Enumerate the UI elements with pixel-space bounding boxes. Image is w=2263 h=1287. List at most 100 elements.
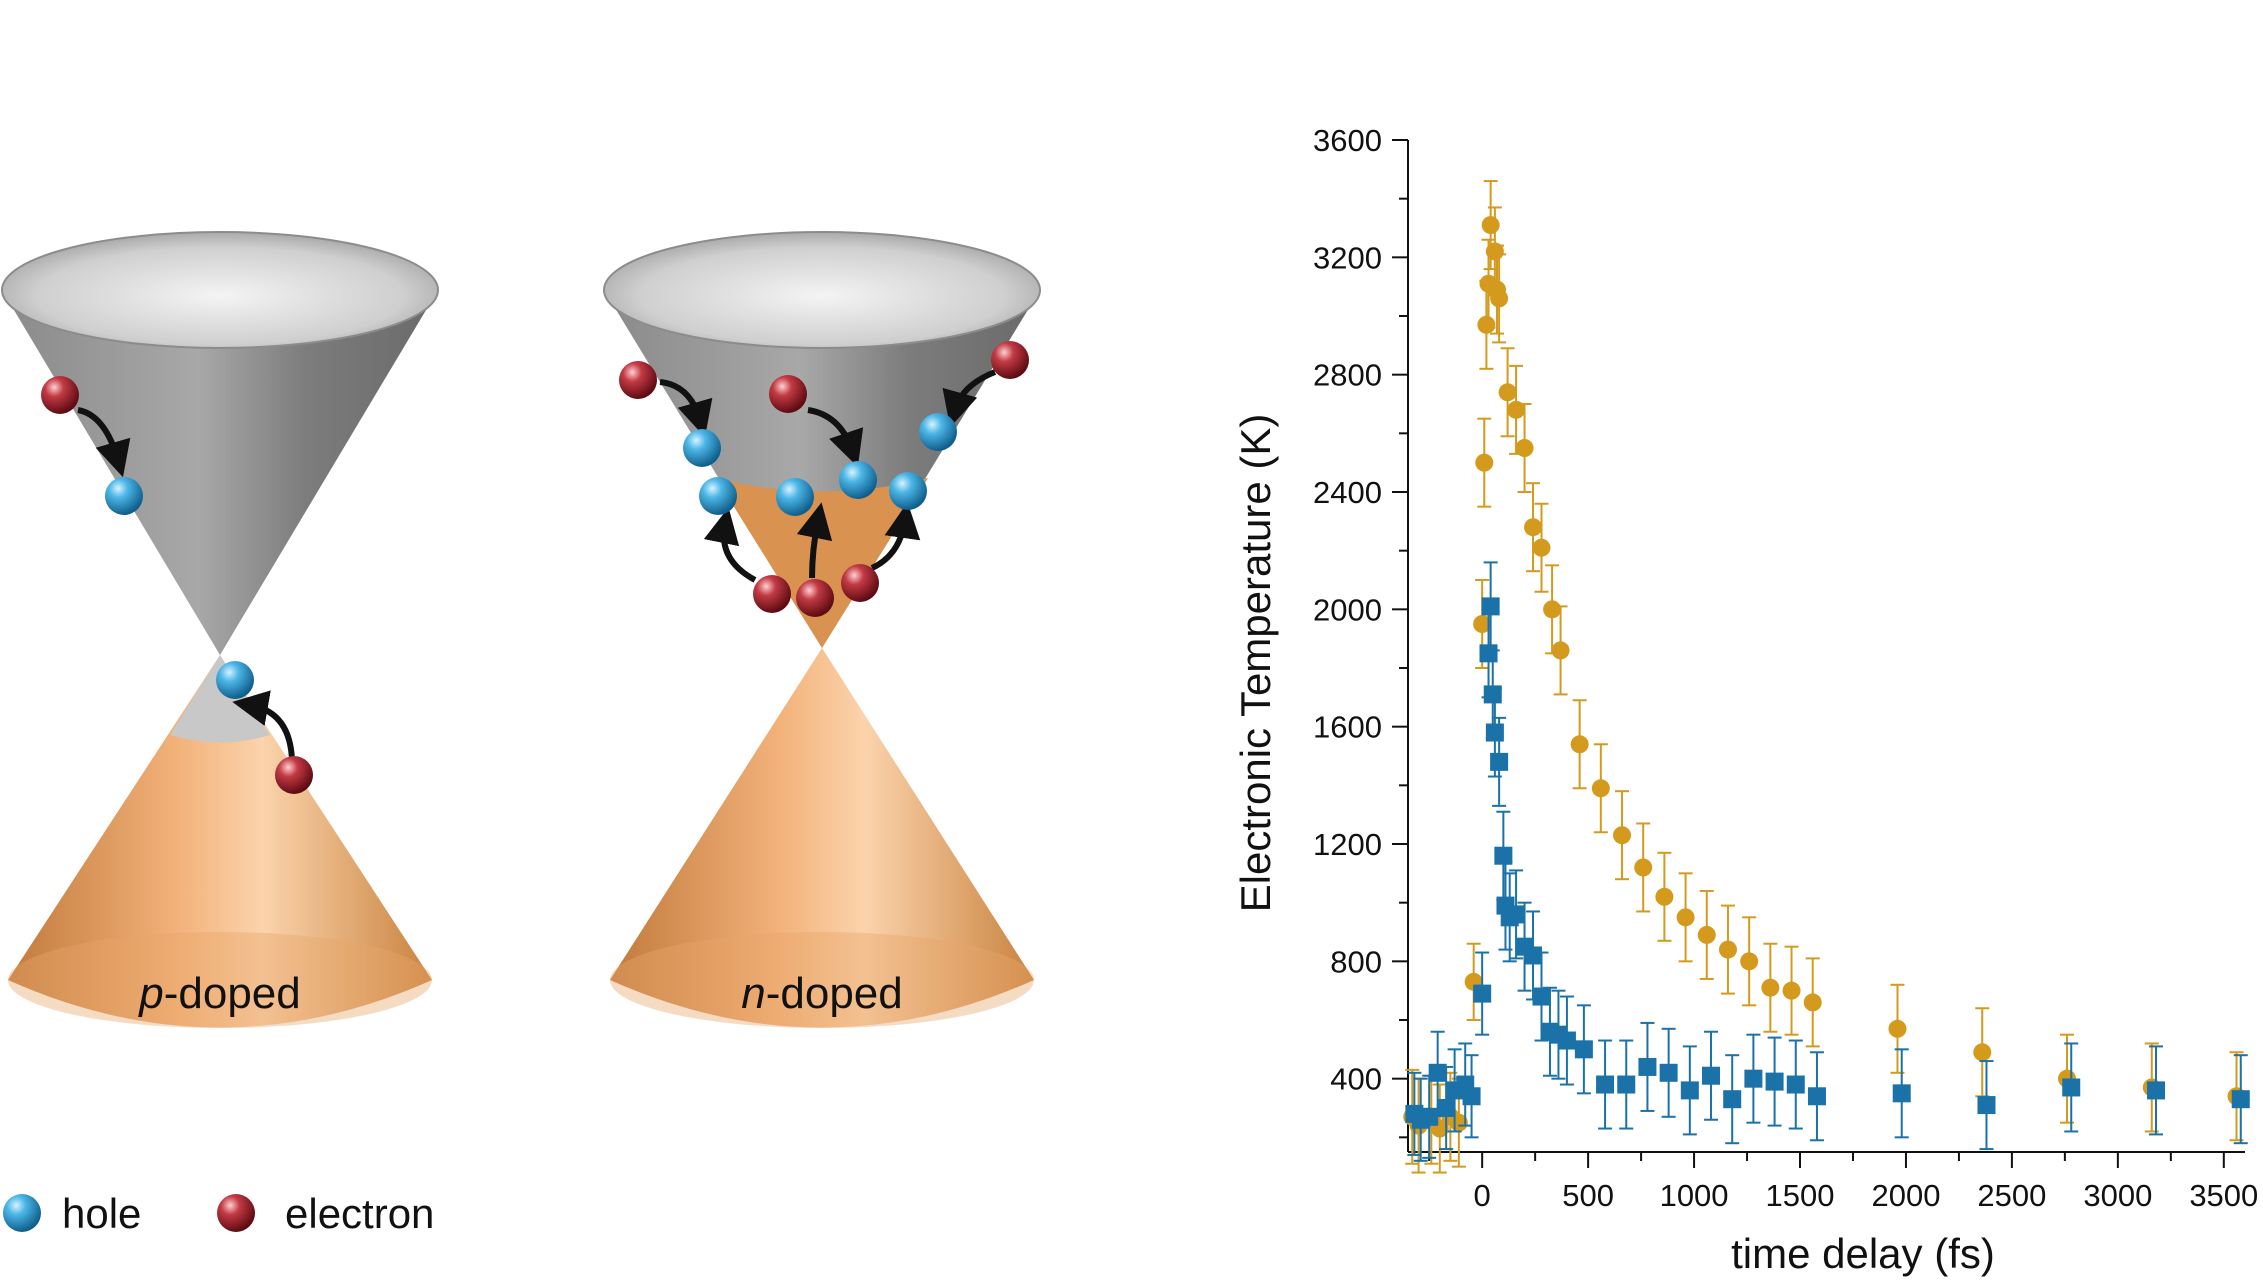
data-point <box>1659 1063 1678 1082</box>
hole-particle <box>216 661 254 699</box>
data-point <box>1697 925 1716 944</box>
data-point <box>1765 1072 1784 1091</box>
data-point <box>1744 1069 1763 1088</box>
data-point <box>1888 1019 1907 1038</box>
data-point <box>1479 644 1498 663</box>
y-tick-label: 3200 <box>1313 240 1382 275</box>
data-point <box>1532 987 1551 1006</box>
conduction-cone <box>604 290 1040 648</box>
hole-particle <box>776 478 814 516</box>
electron-particle <box>841 564 879 602</box>
valence-cone <box>8 655 432 1028</box>
data-point <box>1483 685 1502 704</box>
filled-states <box>716 478 928 648</box>
data-point <box>1617 1075 1636 1094</box>
hole-particle <box>699 477 737 515</box>
data-point <box>1428 1063 1447 1082</box>
particle-legend: hole electron <box>3 1190 434 1237</box>
relax-arrow <box>870 502 921 571</box>
x-tick-label: 1000 <box>1660 1178 1729 1213</box>
data-point <box>1507 400 1526 419</box>
cone-opening <box>1 231 439 349</box>
p-doped-cone: p-doped <box>1 231 439 1028</box>
valence-cone <box>610 648 1034 1028</box>
relax-arrow <box>659 379 713 438</box>
data-point <box>1596 1075 1615 1094</box>
x-tick-label: 1500 <box>1766 1178 1835 1213</box>
data-point <box>1551 641 1570 660</box>
data-point <box>1655 887 1674 906</box>
series-circle <box>1403 180 2246 1174</box>
x-tick-label: 2000 <box>1871 1178 1940 1213</box>
data-point <box>1702 1066 1721 1085</box>
n-doped-label: n-doped <box>741 969 903 1018</box>
data-point <box>1782 981 1801 1000</box>
series-square <box>1405 561 2250 1162</box>
data-point <box>1807 1087 1826 1106</box>
data-point <box>1786 1075 1805 1094</box>
x-tick-label: 3500 <box>2189 1178 2258 1213</box>
p-doped-label: p-doped <box>137 969 301 1018</box>
data-point <box>1638 1057 1657 1076</box>
relax-arrow <box>942 369 997 428</box>
data-point <box>1477 315 1496 334</box>
data-point <box>1740 952 1759 971</box>
cone-opening <box>603 231 1041 349</box>
x-tick-label: 3000 <box>2083 1178 2152 1213</box>
y-tick-label: 2800 <box>1313 358 1382 393</box>
y-tick-label: 3600 <box>1313 123 1382 158</box>
electron-legend-icon <box>217 1194 255 1232</box>
data-point <box>2062 1078 2081 1097</box>
data-point <box>1613 826 1632 845</box>
electron-particle <box>753 575 791 613</box>
hole-particle <box>683 429 721 467</box>
hole-particle <box>105 477 143 515</box>
data-point <box>1803 993 1822 1012</box>
relax-arrow <box>232 690 295 761</box>
relax-arrow <box>703 507 757 583</box>
relax-arrow <box>807 407 864 468</box>
electron-particle <box>619 361 657 399</box>
hole-particle <box>889 472 927 510</box>
y-tick-label: 1200 <box>1313 827 1382 862</box>
y-tick-label: 400 <box>1330 1062 1382 1097</box>
electron-particle <box>769 375 807 413</box>
data-point <box>1532 538 1551 557</box>
y-tick-label: 2000 <box>1313 592 1382 627</box>
data-point <box>1507 905 1526 924</box>
data-point <box>1676 908 1695 927</box>
n-doped-cone: n-doped <box>603 231 1041 1028</box>
data-point <box>1634 858 1653 877</box>
data-point <box>1723 1090 1742 1109</box>
x-axis-title: time delay (fs) <box>1731 1230 1995 1277</box>
data-point <box>1591 779 1610 798</box>
data-point <box>1557 1031 1576 1050</box>
data-point <box>2231 1090 2250 1109</box>
data-point <box>1490 289 1509 308</box>
y-tick-label: 1600 <box>1313 710 1382 745</box>
data-point <box>1481 216 1500 235</box>
hole-particle <box>839 461 877 499</box>
data-point <box>1475 453 1494 472</box>
data-point <box>1437 1099 1456 1117</box>
x-tick-label: 500 <box>1562 1178 1614 1213</box>
data-point <box>2147 1081 2166 1100</box>
conduction-cone <box>2 290 438 655</box>
data-point <box>1490 752 1509 771</box>
data-point <box>1473 615 1492 633</box>
y-tick-label: 2400 <box>1313 475 1382 510</box>
x-tick-label: 0 <box>1474 1178 1491 1213</box>
chart-series <box>1403 180 2250 1174</box>
electron-particle <box>991 341 1029 379</box>
relax-arrow <box>796 502 833 579</box>
data-point <box>1420 1107 1439 1126</box>
data-point <box>1524 518 1543 537</box>
data-point <box>1680 1081 1699 1100</box>
electron-particle <box>41 376 79 414</box>
y-tick-label: 800 <box>1330 944 1382 979</box>
electron-particle <box>275 756 313 794</box>
data-point <box>1977 1096 1996 1115</box>
temperature-chart: 400 800 1200 1600 2000 2400 2800 3200 3600 0 500 10… <box>1232 123 2258 1277</box>
data-point <box>1498 383 1517 402</box>
